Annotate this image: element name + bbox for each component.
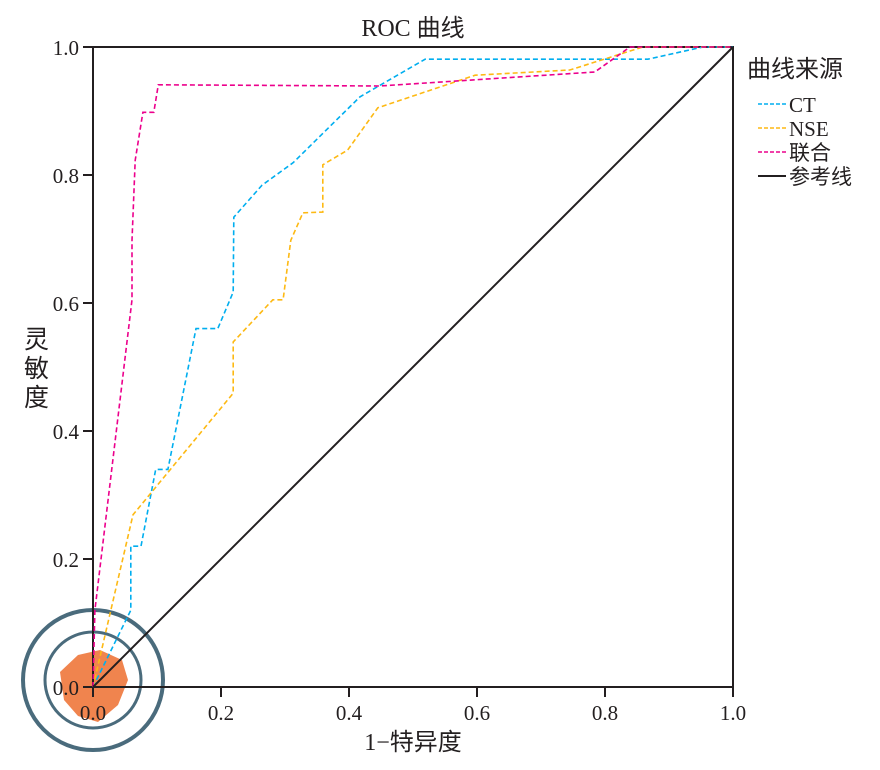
- legend-entry: 联合: [789, 141, 831, 165]
- legend-entry: NSE: [789, 117, 829, 141]
- y-tick-label: 0.4: [53, 420, 80, 444]
- x-axis-label: 1−特异度: [364, 729, 462, 756]
- legend-entry: CT: [789, 93, 816, 117]
- plot-frame: [92, 46, 734, 688]
- y-axis-label: 灵敏度: [21, 326, 50, 413]
- legend-entry: 参考线: [789, 165, 852, 189]
- series-line-0: [92, 46, 733, 688]
- y-tick-label: 1.0: [53, 36, 79, 60]
- x-tick-label: 0.6: [464, 701, 490, 725]
- x-tick-label: 0.0: [80, 701, 106, 725]
- x-tick-label: 0.8: [592, 701, 618, 725]
- x-tick-label: 0.4: [336, 701, 363, 725]
- y-tick-label: 0.2: [53, 548, 79, 572]
- chart-title: ROC 曲线: [361, 15, 464, 42]
- y-tick-label: 0.6: [53, 292, 79, 316]
- y-tick-label: 0.8: [53, 164, 79, 188]
- series-line-3: [92, 46, 734, 688]
- x-tick-label: 0.2: [208, 701, 234, 725]
- series-line-1: [92, 46, 733, 688]
- series-line-2: [92, 46, 733, 688]
- y-tick-label: 0.0: [53, 676, 79, 700]
- x-tick-label: 1.0: [720, 701, 746, 725]
- legend-title: 曲线来源: [747, 56, 843, 83]
